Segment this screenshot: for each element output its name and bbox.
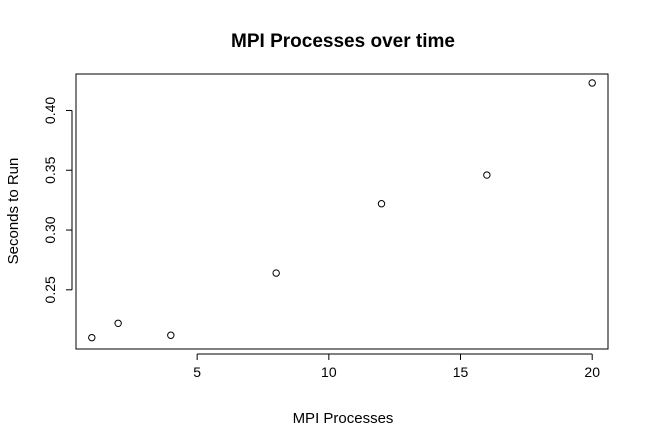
data-point bbox=[483, 171, 491, 179]
y-axis-label: Seconds to Run bbox=[5, 158, 22, 265]
x-tick-label: 10 bbox=[321, 364, 337, 380]
y-tick-label: 0.30 bbox=[42, 216, 58, 243]
chart-title: MPI Processes over time bbox=[231, 31, 455, 52]
y-tick-label: 0.40 bbox=[42, 97, 58, 124]
x-axis: 5 10 15 20 bbox=[193, 353, 600, 380]
data-point bbox=[377, 200, 386, 208]
data-point bbox=[167, 331, 175, 339]
x-tick-label: 20 bbox=[584, 364, 600, 380]
data-point bbox=[272, 269, 280, 277]
x-tick-label: 15 bbox=[453, 364, 469, 380]
y-tick-label: 0.25 bbox=[42, 276, 58, 303]
data-point bbox=[114, 319, 122, 327]
data-point bbox=[88, 333, 96, 342]
data-points bbox=[88, 79, 596, 342]
data-point bbox=[588, 79, 596, 87]
plot-frame bbox=[75, 73, 609, 350]
x-tick-label: 5 bbox=[193, 364, 201, 380]
y-axis: 0.25 0.30 0.35 0.40 bbox=[42, 97, 73, 303]
x-axis-label: MPI Processes bbox=[293, 410, 394, 427]
y-tick-label: 0.35 bbox=[42, 156, 58, 183]
